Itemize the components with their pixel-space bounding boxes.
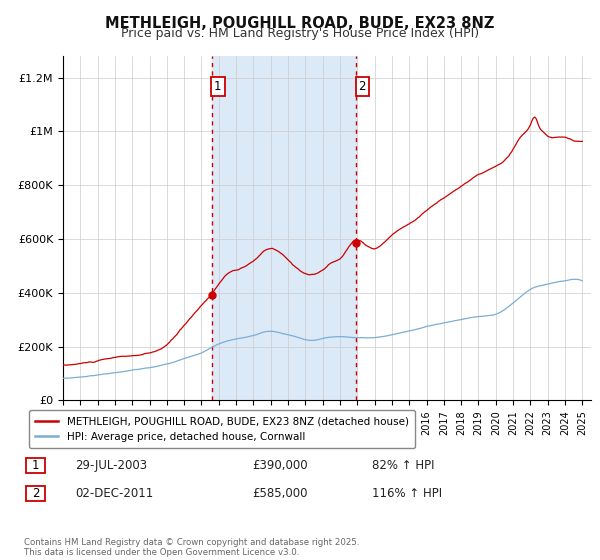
Text: Contains HM Land Registry data © Crown copyright and database right 2025.
This d: Contains HM Land Registry data © Crown c… <box>24 538 359 557</box>
Bar <box>212 56 356 400</box>
Text: 1: 1 <box>214 80 221 93</box>
Text: 2: 2 <box>359 80 366 93</box>
FancyBboxPatch shape <box>26 458 45 473</box>
Text: 116% ↑ HPI: 116% ↑ HPI <box>372 487 442 500</box>
Text: 1: 1 <box>32 459 39 472</box>
Text: 82% ↑ HPI: 82% ↑ HPI <box>372 459 434 472</box>
FancyBboxPatch shape <box>26 486 45 501</box>
Text: 2: 2 <box>32 487 39 500</box>
Text: 02-DEC-2011: 02-DEC-2011 <box>75 487 153 500</box>
Legend: METHLEIGH, POUGHILL ROAD, BUDE, EX23 8NZ (detached house), HPI: Average price, d: METHLEIGH, POUGHILL ROAD, BUDE, EX23 8NZ… <box>29 410 415 448</box>
Text: £585,000: £585,000 <box>252 487 308 500</box>
Text: Price paid vs. HM Land Registry's House Price Index (HPI): Price paid vs. HM Land Registry's House … <box>121 27 479 40</box>
Text: £390,000: £390,000 <box>252 459 308 472</box>
Text: 29-JUL-2003: 29-JUL-2003 <box>75 459 147 472</box>
Text: METHLEIGH, POUGHILL ROAD, BUDE, EX23 8NZ: METHLEIGH, POUGHILL ROAD, BUDE, EX23 8NZ <box>106 16 494 31</box>
